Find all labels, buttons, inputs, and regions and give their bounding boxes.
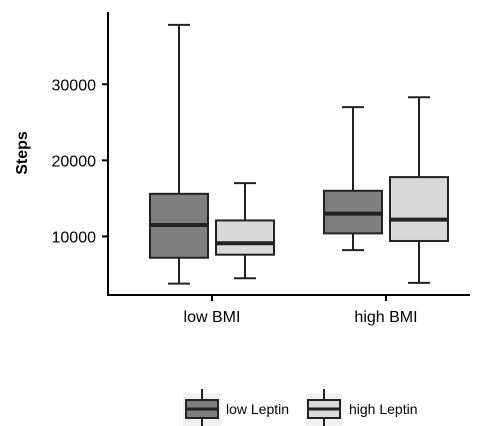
legend: low Leptin high Leptin [183, 389, 418, 426]
legend-label: high Leptin [349, 401, 418, 417]
y-axis-title: Steps [14, 131, 31, 175]
y-tick-label: 10000 [52, 229, 97, 246]
iqr-box [389, 176, 449, 242]
plot-area [149, 23, 449, 285]
y-tick-label: 20000 [52, 153, 97, 170]
box-low-leptin-1 [323, 106, 383, 252]
legend-label: low Leptin [226, 401, 289, 417]
box-low-leptin-0 [149, 23, 209, 285]
y-axis-ticks: 10000 20000 30000 [52, 77, 108, 246]
box-high-leptin-1 [389, 96, 449, 284]
x-tick-label: low BMI [184, 309, 241, 326]
legend-item-low-leptin: low Leptin [183, 389, 289, 426]
x-tick-label: high BMI [354, 309, 417, 326]
legend-item-high-leptin: high Leptin [305, 389, 418, 426]
y-tick-label: 30000 [52, 77, 97, 94]
box-high-leptin-0 [215, 182, 275, 280]
x-axis-ticks: low BMI high BMI [184, 295, 418, 326]
iqr-box [215, 219, 275, 256]
